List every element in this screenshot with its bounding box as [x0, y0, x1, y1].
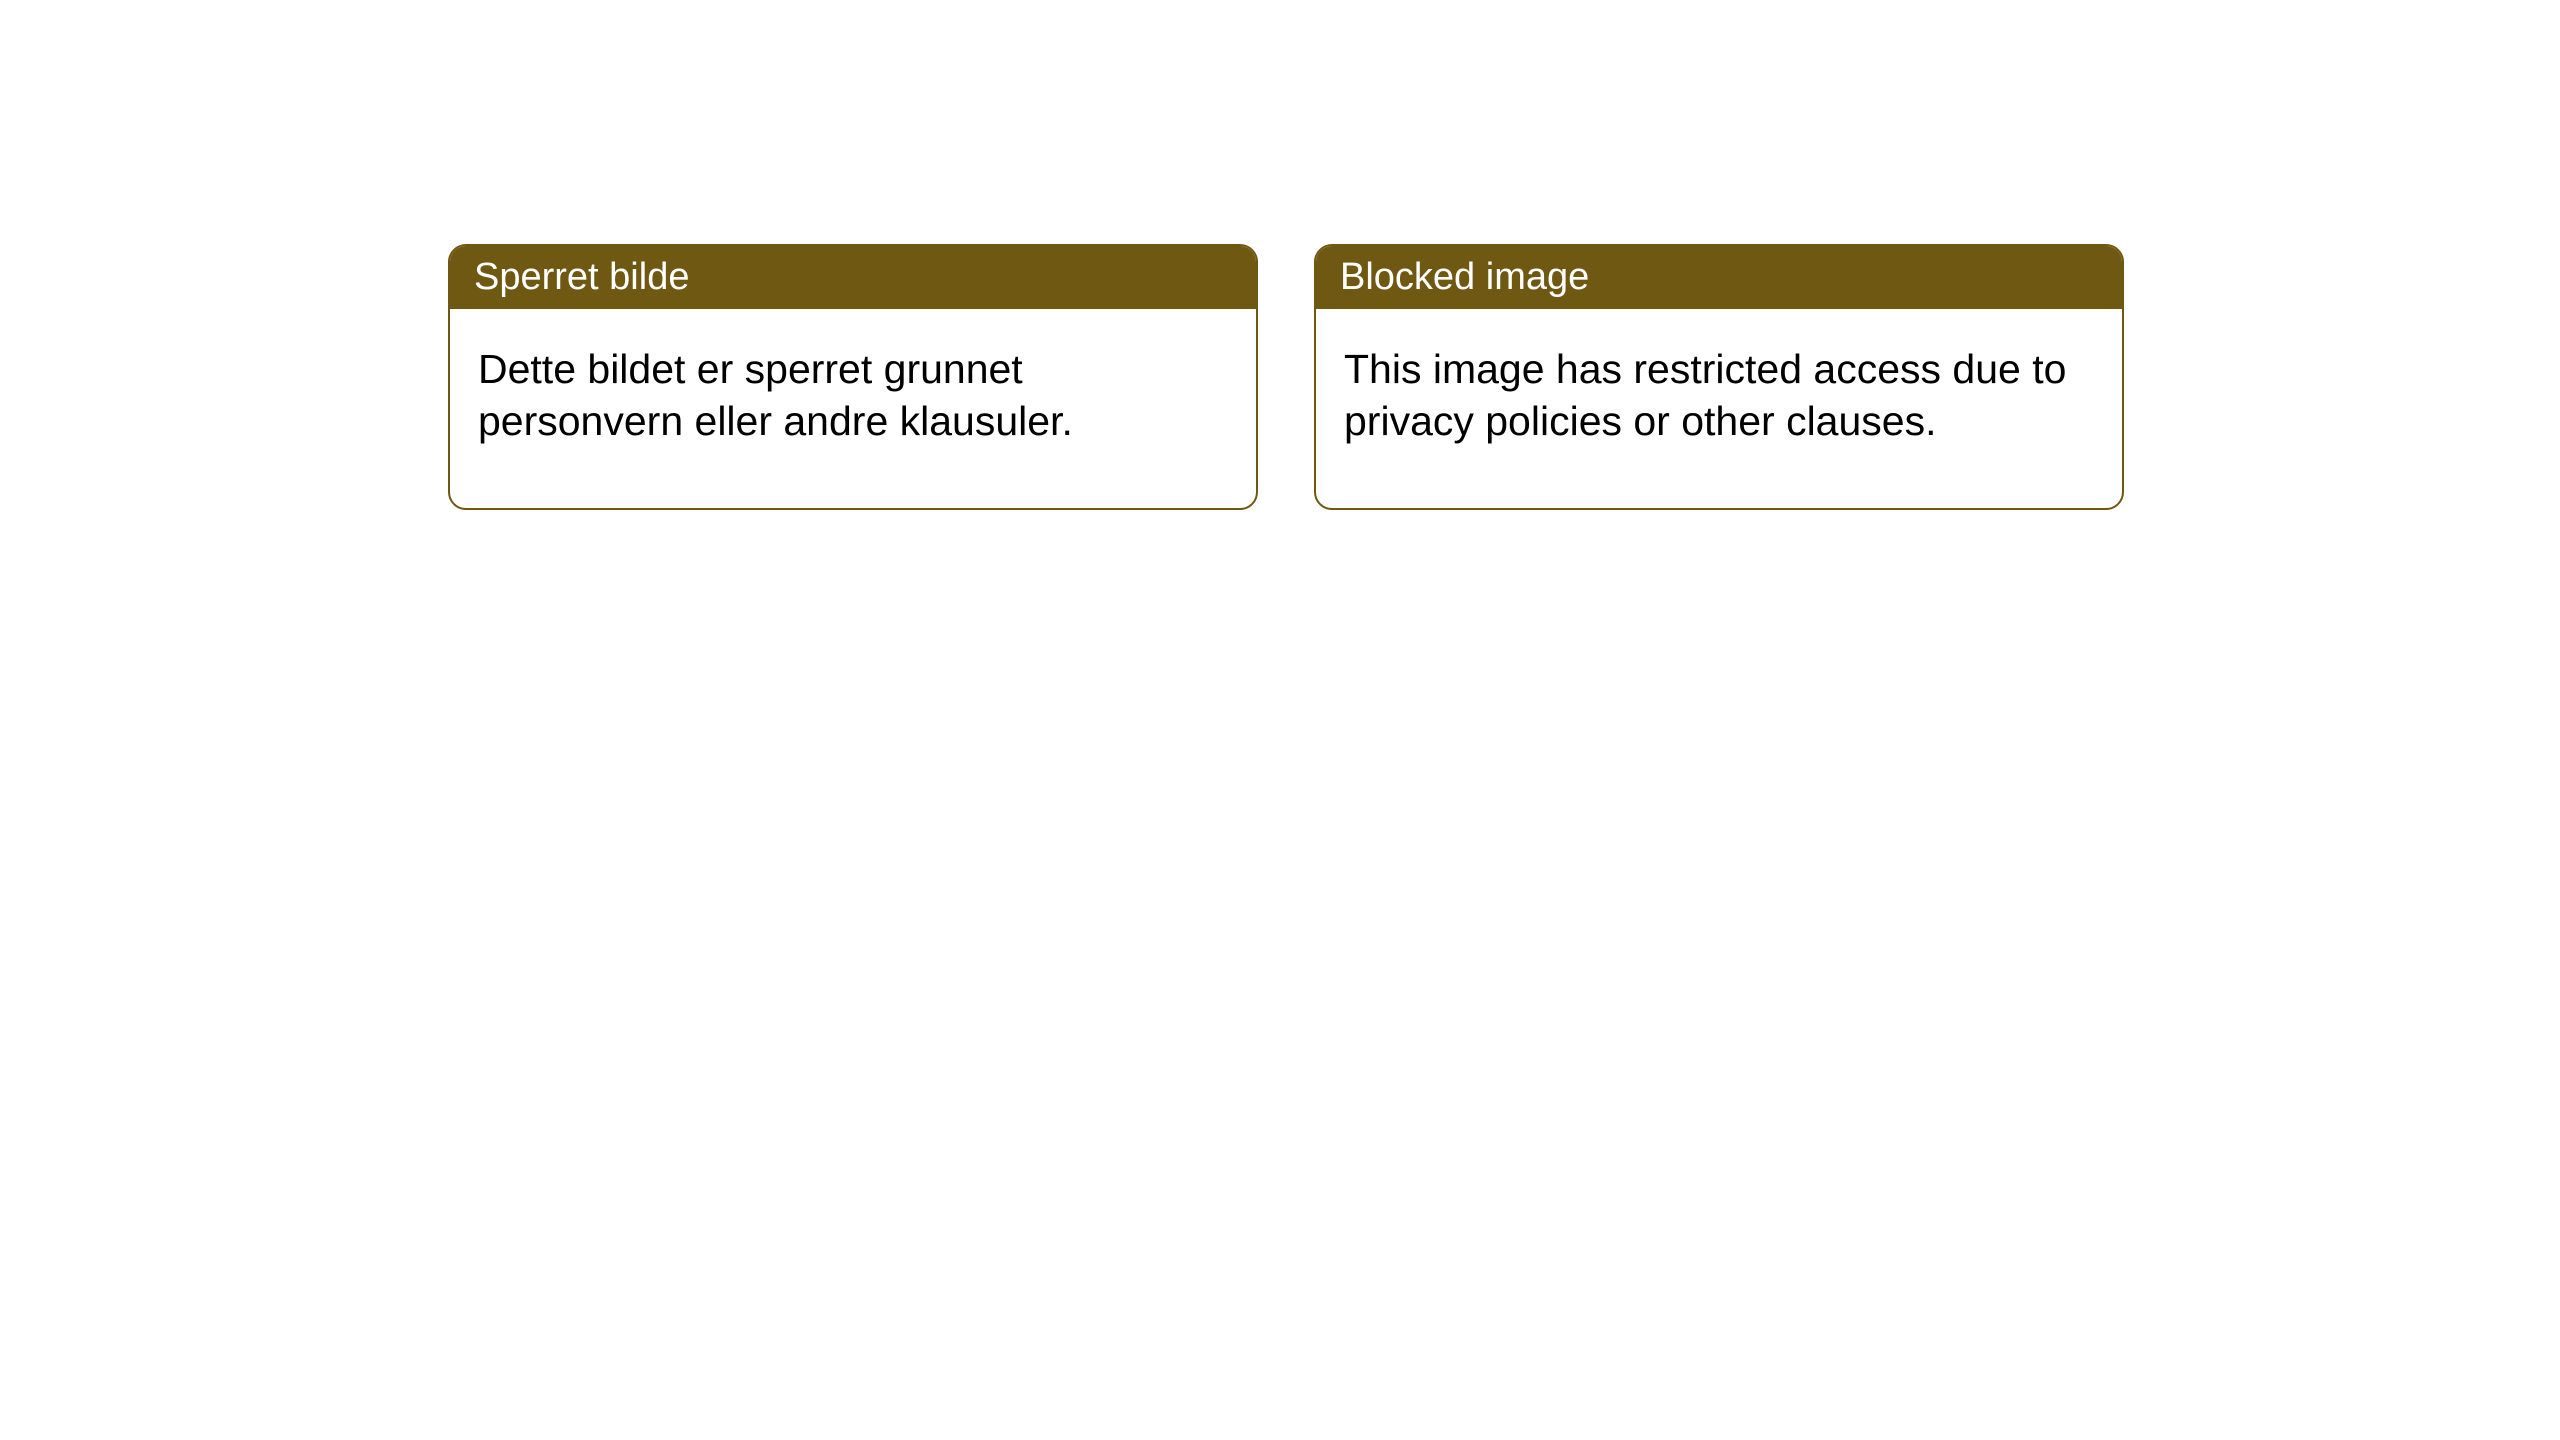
notice-box-norwegian: Sperret bilde Dette bildet er sperret gr… — [448, 244, 1258, 510]
notice-body: This image has restricted access due to … — [1316, 309, 2122, 508]
notice-message: Dette bildet er sperret grunnet personve… — [478, 346, 1073, 444]
notice-message: This image has restricted access due to … — [1344, 346, 2066, 444]
notice-title: Blocked image — [1340, 256, 1589, 298]
notice-header: Sperret bilde — [450, 246, 1256, 309]
notice-body: Dette bildet er sperret grunnet personve… — [450, 309, 1256, 508]
notice-box-english: Blocked image This image has restricted … — [1314, 244, 2124, 510]
notice-title: Sperret bilde — [474, 256, 689, 298]
notice-header: Blocked image — [1316, 246, 2122, 309]
notice-container: Sperret bilde Dette bildet er sperret gr… — [0, 0, 2560, 510]
